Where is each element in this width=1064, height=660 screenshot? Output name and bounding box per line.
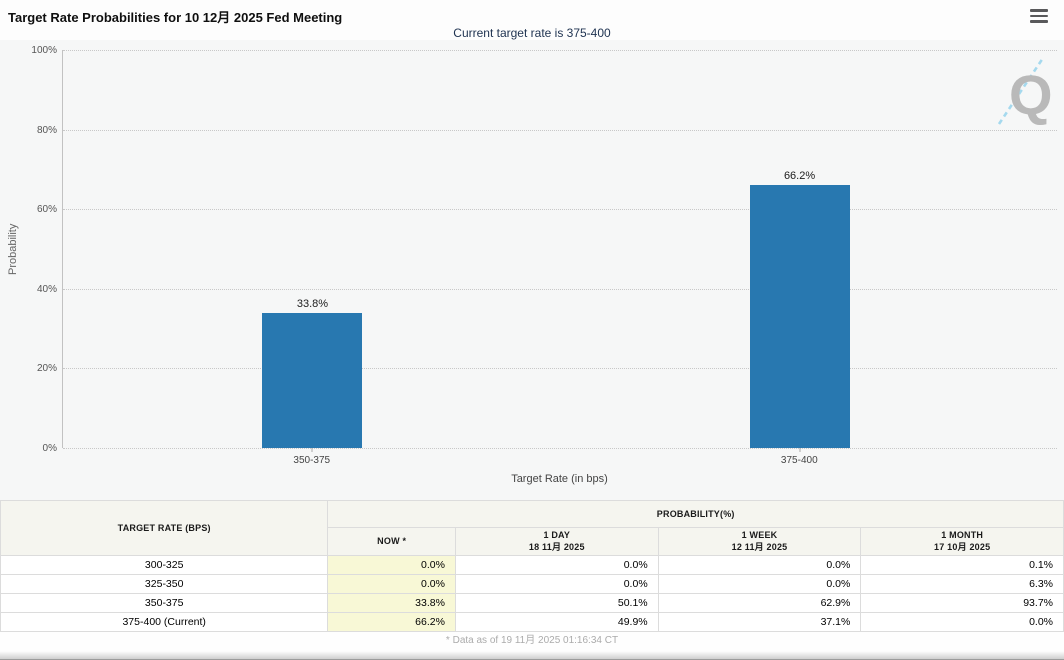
gridline-60: 60%: [37, 204, 1057, 215]
q-watermark-icon: Q: [997, 57, 1051, 126]
bar-group-350-375: 33.8%: [262, 298, 363, 448]
table-row: 350-375 33.8% 50.1% 62.9% 93.7%: [0, 593, 1064, 613]
col-header-target-rate: TARGET RATE (BPS): [0, 500, 329, 556]
month-cell: 0.1%: [860, 555, 1064, 575]
gridline-0: 0%: [43, 443, 1057, 454]
y-axis-tick: 40%: [36, 283, 57, 295]
rate-cell: 325-350: [0, 574, 329, 594]
menu-button[interactable]: [1030, 9, 1048, 23]
week-cell: 0.0%: [657, 574, 862, 594]
col-header-now: NOW *: [327, 527, 456, 556]
gridline-100: 100%: [31, 45, 1057, 56]
data-asof-note: * Data as of 19 11月 2025 01:16:34 CT: [0, 632, 1064, 651]
y-axis-tick: 20%: [36, 363, 57, 375]
y-axis-tick: 80%: [36, 124, 57, 136]
rate-cell: 375-400 (Current): [0, 612, 329, 632]
x-axis-labels: 350-375 375-400: [62, 455, 1057, 469]
month-cell: 0.0%: [860, 612, 1064, 632]
rate-cell: 300-325: [0, 555, 329, 575]
now-cell: 0.0%: [327, 555, 456, 575]
y-axis-tick: 0%: [42, 443, 57, 454]
month-cell: 6.3%: [860, 574, 1064, 594]
week-cell: 37.1%: [657, 612, 862, 632]
day-cell: 0.0%: [454, 555, 659, 575]
table-row: 300-325 0.0% 0.0% 0.0% 0.1%: [0, 555, 1064, 575]
y-axis-tick: 100%: [31, 45, 57, 56]
plot-area: 100% 80% 60% 40% 20% 0% 33.8% 66.2% Q: [31, 45, 1057, 454]
now-cell: 0.0%: [327, 574, 456, 594]
hamburger-icon: [1030, 9, 1048, 12]
day-cell: 50.1%: [454, 593, 659, 613]
svg-text:Q: Q: [1009, 63, 1051, 126]
table-row: 325-350 0.0% 0.0% 0.0% 6.3%: [0, 574, 1064, 594]
bar-value-label: 66.2%: [783, 169, 816, 182]
x-axis-title: Target Rate (in bps): [511, 473, 608, 485]
x-axis-tick: [311, 448, 313, 452]
day-cell: 49.9%: [454, 612, 659, 632]
header: Target Rate Probabilities for 10 12月 202…: [0, 0, 1064, 40]
day-cell: 0.0%: [454, 574, 659, 594]
probability-bar-375-400[interactable]: [749, 184, 850, 448]
col-header-1month: 1 MONTH 17 10月 2025: [860, 527, 1064, 556]
bar-group-375-400: 66.2%: [749, 169, 850, 448]
x-axis-tick: [799, 448, 801, 452]
bottom-gradient-bar: [0, 651, 1064, 660]
month-cell: 93.7%: [860, 593, 1064, 613]
now-cell: 66.2%: [327, 612, 456, 632]
current-rate-subtitle: Current target rate is 375-400: [453, 26, 611, 40]
y-axis-tick: 60%: [36, 204, 57, 216]
probability-bar-350-375[interactable]: [262, 313, 363, 448]
week-cell: 62.9%: [657, 593, 862, 613]
gridline-20: 20%: [37, 363, 1057, 374]
rate-cell: 350-375: [0, 593, 329, 613]
col-header-1week: 1 WEEK 12 11月 2025: [657, 527, 862, 556]
probability-chart: Probability 100% 80% 60% 40% 20% 0% 33.8…: [0, 40, 1064, 500]
gridline-80: 80%: [37, 125, 1057, 136]
col-header-1day: 1 DAY 18 11月 2025: [454, 527, 659, 556]
week-cell: 0.0%: [657, 555, 862, 575]
gridline-40: 40%: [37, 284, 1057, 295]
table-row: 375-400 (Current) 66.2% 49.9% 37.1% 0.0%: [0, 612, 1064, 632]
bar-value-label: 33.8%: [296, 298, 329, 311]
probability-table: TARGET RATE (BPS) PROBABILITY(%) NOW * 1…: [0, 500, 1064, 632]
now-cell: 33.8%: [327, 593, 456, 613]
x-axis-label-375-400: 375-400: [780, 455, 818, 466]
page-title: Target Rate Probabilities for 10 12月 202…: [8, 10, 343, 25]
x-axis-label-350-375: 350-375: [293, 455, 331, 466]
col-group-header-probability: PROBABILITY(%): [327, 500, 1064, 528]
y-axis-title: Probability: [7, 223, 19, 275]
